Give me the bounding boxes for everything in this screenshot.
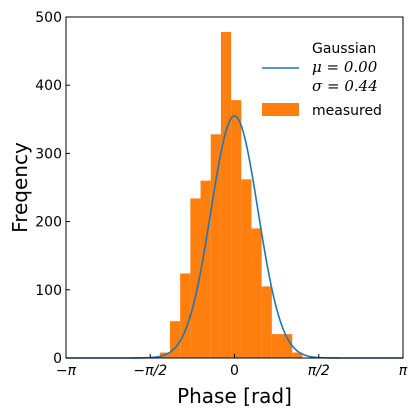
x-axis-label: Phase [rad] bbox=[177, 384, 292, 408]
x-tick-label-0: −π bbox=[56, 363, 77, 379]
histogram-bar-6 bbox=[221, 32, 231, 358]
y-tick-label-2: 200 bbox=[35, 215, 62, 231]
histogram-bar-2 bbox=[180, 273, 190, 358]
x-tick-label-4: π bbox=[399, 363, 408, 379]
histogram-bar-10 bbox=[262, 286, 272, 358]
y-tick-label-5: 500 bbox=[35, 10, 62, 26]
x-tick-label-1: −π/2 bbox=[133, 363, 167, 379]
histogram-bar-7 bbox=[231, 100, 241, 358]
legend-measured-swatch bbox=[262, 103, 299, 116]
histogram-bar-9 bbox=[251, 228, 261, 358]
histogram-bars bbox=[160, 32, 303, 358]
legend-gaussian-title: Gaussian bbox=[312, 41, 376, 57]
y-axis-label: Freqency bbox=[8, 142, 32, 233]
histogram-bar-11 bbox=[272, 334, 282, 358]
legend-measured-text: measured bbox=[312, 103, 382, 119]
y-tick-label-3: 300 bbox=[35, 146, 62, 162]
histogram-bar-8 bbox=[241, 179, 251, 358]
legend-sigma-text: σ = 0.44 bbox=[312, 77, 378, 95]
legend-mu-text: μ = 0.00 bbox=[312, 58, 378, 76]
histogram-bar-4 bbox=[201, 181, 211, 358]
x-tick-label-2: 0 bbox=[230, 363, 239, 379]
histogram-bar-1 bbox=[170, 321, 180, 358]
legend: Gaussian μ = 0.00 σ = 0.44 measured bbox=[262, 41, 382, 119]
x-tick-label-3: π/2 bbox=[308, 363, 330, 379]
y-tick-label-4: 400 bbox=[35, 78, 62, 94]
y-tick-label-1: 100 bbox=[35, 283, 62, 299]
histogram-bar-5 bbox=[211, 134, 221, 358]
